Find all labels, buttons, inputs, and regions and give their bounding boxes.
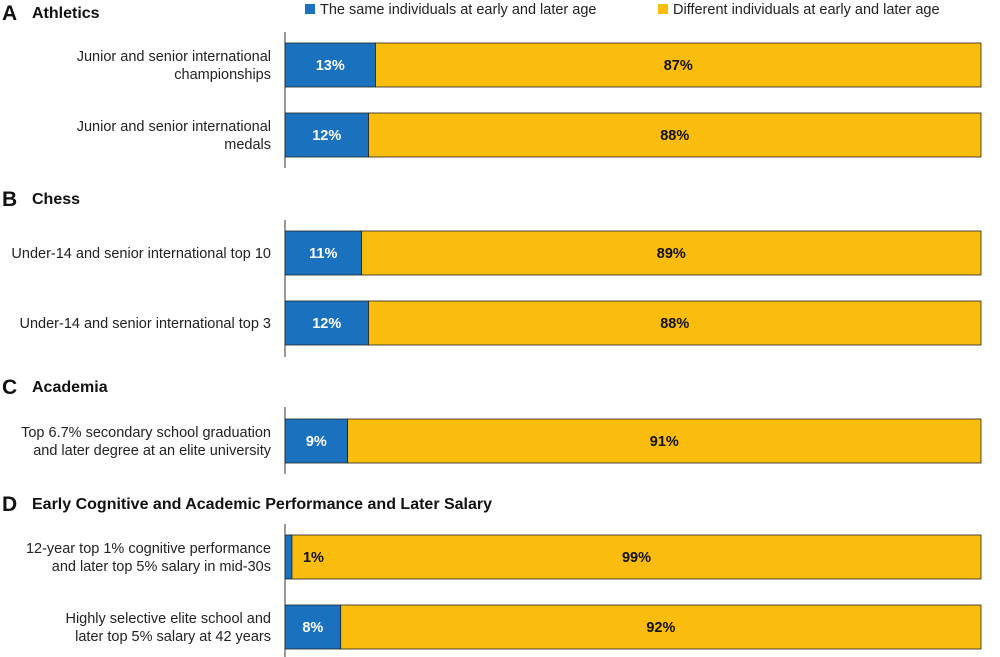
panel-title: Early Cognitive and Academic Performance… [32,496,492,513]
row-label-line: Junior and senior international [77,49,271,65]
value-label-different: 88% [660,128,689,144]
bar-segment-different [347,418,982,464]
row-label-line: medals [224,137,271,153]
panel-letter: B [2,188,17,211]
bar-segment-same [284,300,369,346]
row-label-line: championships [174,67,271,83]
legend-label-same: The same individuals at early and later … [320,2,596,18]
bar-row: Highly selective elite school and later t… [65,604,982,650]
bar-segment-same [284,604,342,650]
bar-segment-same [284,112,369,158]
value-label-different: 87% [664,58,693,74]
value-label-same: 12% [312,128,341,144]
bar-row: Under-14 and senior international top 10… [11,230,982,276]
row-label: 12-year top 1% cognitive performance and … [26,541,271,575]
panel-letter: A [2,2,17,25]
legend-swatch-same [305,4,315,14]
row-label-line: Under-14 and senior international top 10 [11,246,271,262]
bar-row: Junior and senior international medals 12%… [77,112,982,158]
row-label-line: Highly selective elite school and [65,611,271,627]
bar-segment-different [375,42,982,88]
bar-row: Junior and senior international champions… [77,42,982,88]
panel-letter: C [2,376,17,399]
row-label: Under-14 and senior international top 10 [11,246,271,262]
bar-row: Top 6.7% secondary school graduation and … [21,418,982,464]
panel-b: B Chess Under-14 and senior international … [2,188,982,357]
value-label-same: 8% [302,620,323,636]
panel-title: Athletics [32,5,100,22]
bar-segment-same [284,534,293,580]
row-label: Highly selective elite school and later t… [65,611,271,645]
bar-segment-different [291,534,982,580]
panels: A Athletics Junior and senior internationa… [2,2,982,657]
bar-row: Under-14 and senior international top 3 1… [20,300,982,346]
panel-a: A Athletics Junior and senior internationa… [2,2,982,168]
legend-swatch-different [658,4,668,14]
bar-segment-different [340,604,982,650]
row-label-line: Top 6.7% secondary school graduation [21,425,271,441]
row-label-line: Junior and senior international [77,119,271,135]
value-label-same: 13% [316,58,345,74]
row-label: Junior and senior international champions… [77,49,271,83]
row-label-line: and later degree at an elite university [33,443,272,459]
value-label-same: 9% [306,434,327,450]
bar-row: 12-year top 1% cognitive performance and … [26,534,982,580]
value-label-different: 91% [650,434,679,450]
value-label-different: 99% [622,550,651,566]
panel-letter: D [2,493,17,516]
row-label: Top 6.7% secondary school graduation and … [21,425,272,459]
bar-segment-same [284,418,349,464]
row-label-line: later top 5% salary at 42 years [75,629,271,645]
panel-c: C Academia Top 6.7% secondary school gradu… [2,376,982,474]
value-label-different: 92% [646,620,675,636]
bar-segment-different [361,230,982,276]
value-label-same: 11% [309,246,337,262]
value-label-different: 89% [657,246,686,262]
panel-title: Academia [32,379,108,396]
legend: The same individuals at early and later … [305,2,940,18]
legend-label-different: Different individuals at early and later… [673,2,940,18]
row-label-line: and later top 5% salary in mid-30s [52,559,271,575]
value-label-same: 1% [303,550,324,566]
value-label-same: 12% [312,316,341,332]
value-label-different: 88% [660,316,689,332]
row-label: Junior and senior international medals [77,119,271,153]
row-label-line: Under-14 and senior international top 3 [20,316,272,332]
bar-segment-different [368,112,982,158]
panel-d: D Early Cognitive and Academic Performanc… [2,493,982,657]
row-label-line: 12-year top 1% cognitive performance [26,541,271,557]
panel-title: Chess [32,191,80,208]
bar-segment-different [368,300,982,346]
row-label: Under-14 and senior international top 3 [20,316,272,332]
